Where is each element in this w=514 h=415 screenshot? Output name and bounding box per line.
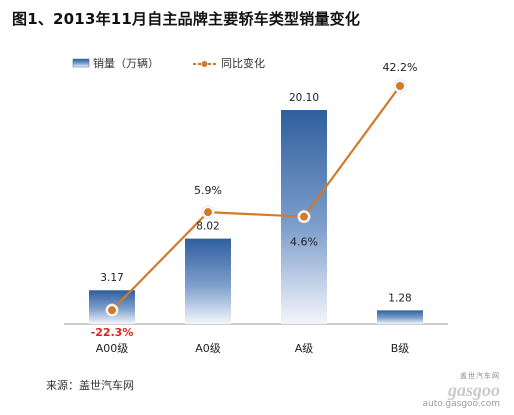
yoy-point-0 (108, 306, 116, 315)
bar-value-label-1: 8.02 (196, 221, 219, 233)
labels-group: 3.17 8.02 20.10 1.28 A00级 A0级 A级 B级 -22.3% 5.9% 4.… (91, 61, 418, 355)
yoy-point-1 (204, 208, 212, 217)
yoy-point-2 (300, 212, 308, 221)
legend: 销量（万辆） 同比变化 (72, 56, 265, 70)
bar-value-label-0: 3.17 (100, 272, 123, 284)
bar-value-label-3: 1.28 (388, 292, 411, 304)
bar-1 (185, 238, 231, 324)
line-group (105, 79, 407, 317)
bars-group (89, 110, 423, 324)
legend-bar-label: 销量（万辆） (93, 56, 159, 70)
x-tick-label-3: B级 (391, 342, 410, 355)
chart-title: 图1、2013年11月自主品牌主要轿车类型销量变化 (12, 10, 361, 28)
logo-brand-text: gasgoo (447, 380, 500, 400)
yoy-point-3 (396, 82, 404, 90)
yoy-value-label-1: 5.9% (194, 184, 222, 197)
logo-chinese-text: 盖世汽车网 (460, 372, 500, 380)
legend-line-label: 同比变化 (221, 56, 265, 70)
yoy-line (111, 85, 401, 311)
yoy-value-label-2: 4.6% (290, 236, 318, 249)
legend-line-marker (201, 61, 208, 67)
bar-value-label-2: 20.10 (289, 92, 319, 104)
source-note: 来源：盖世汽车网 (46, 379, 134, 392)
yoy-value-label-3: 42.2% (383, 61, 418, 74)
gasgoo-logo: 盖世汽车网 gasgoo auto.gasgoo.com (422, 371, 500, 409)
x-tick-label-0: A00级 (96, 342, 129, 355)
bar-3 (377, 310, 423, 324)
logo-url-text: auto.gasgoo.com (422, 399, 500, 409)
x-tick-label-2: A级 (295, 342, 314, 355)
yoy-value-label-0: -22.3% (91, 326, 134, 339)
legend-bar-swatch (72, 58, 90, 68)
x-tick-label-1: A0级 (195, 342, 221, 355)
